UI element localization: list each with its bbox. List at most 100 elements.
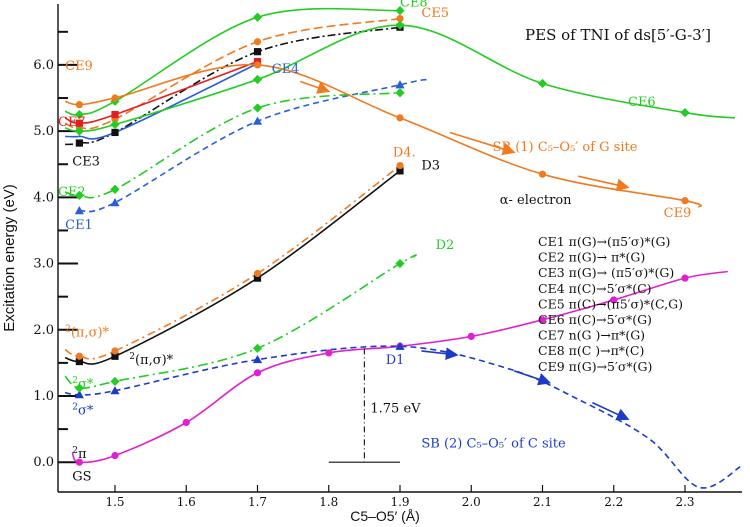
x-tick-label: 2.1 (533, 495, 552, 509)
arrows (299, 80, 630, 421)
x-tick-label: 1.5 (105, 495, 124, 509)
annotation-label: CE4 (272, 62, 300, 77)
dissociation-arrow (421, 347, 459, 361)
data-point-ce7 (111, 110, 119, 119)
data-point-ce1 (74, 205, 84, 215)
x-axis-label: C5–O5′ (Å) (350, 508, 420, 524)
data-point-ce2 (252, 103, 263, 113)
data-point-gs (75, 458, 83, 466)
annotation-label: CE1 (65, 218, 93, 233)
y-tick-label: 1.0 (33, 389, 54, 404)
state-label: 2σ* (72, 403, 94, 419)
legend-entry: CE4 π(C)→5′σ*(C) (538, 281, 652, 296)
annotation-label: CE9 (664, 206, 692, 221)
series-line-ce9 (64, 63, 702, 209)
legend-entry: CE6 π(C)→5′σ*(G) (538, 312, 652, 327)
data-point-ce6 (680, 107, 690, 118)
x-tick-label: 1.8 (319, 495, 338, 509)
barrier: 1.75 eV (328, 348, 421, 463)
series-line-ce7 (64, 60, 258, 125)
dissociation-arrow (299, 80, 331, 94)
state-label: 2σ* (72, 376, 94, 392)
data-point-gs (253, 369, 262, 377)
data-point-gs (182, 418, 190, 427)
data-point-ce9 (253, 61, 262, 69)
data-point-d1 (110, 386, 120, 395)
data-point-d1 (395, 341, 405, 350)
data-point-ce7 (75, 119, 83, 127)
legend-entry: CE3 π(G)→ (π5′σ)*(G) (538, 265, 674, 280)
barrier-label: 1.75 eV (370, 402, 421, 417)
legend-entry: CE5 π(C)→(π5′σ)*(C,G) (538, 296, 683, 311)
y-axis-label: Excitation energy (eV) (1, 184, 18, 332)
annotation-label: α- electron (500, 193, 572, 208)
x-tick-label: 2.3 (675, 495, 694, 509)
data-point-ce2 (110, 184, 120, 195)
data-point-ce6 (110, 119, 120, 130)
annotation-label: CE6 (628, 95, 656, 110)
data-point-ce2 (395, 88, 405, 98)
dissociation-arrow (449, 131, 516, 156)
data-point-ce9 (75, 101, 83, 109)
y-tick-label: 4.0 (33, 190, 54, 205)
data-point-gs (610, 296, 618, 304)
data-point-ce6 (74, 126, 84, 136)
annotation-label: CE7 (58, 115, 86, 130)
x-tick-label: 2.2 (604, 495, 623, 509)
data-point-ce8 (252, 12, 263, 22)
legend-entry: CE2 π(G)→ π*(G) (538, 250, 645, 265)
y-tick-label: 3.0 (33, 257, 54, 272)
data-point-ce9 (681, 197, 689, 205)
series-line-d1 (64, 345, 743, 489)
legend: CE1 π(G)→(π5′σ)*(G)CE2 π(G)→ π*(G)CE3 π(… (538, 234, 683, 374)
dissociation-arrow (513, 370, 552, 386)
y-tick-label: 0.0 (33, 455, 54, 470)
y-tick-label: 2.0 (33, 323, 54, 338)
data-point-ce3 (253, 48, 262, 56)
axes: 0.0 1.0 2.0 3.0 4.0 5.0 6.0 1.5 1.6 1.7 1.8 1.9 2.0 2… (33, 4, 742, 509)
data-point-d1 (252, 354, 263, 364)
series-line-ce6 (64, 24, 735, 132)
annotation-label: SB (1) C₅–O₅′ of G site (493, 140, 638, 155)
dissociation-arrow (577, 175, 630, 192)
markers (74, 6, 690, 466)
data-point-orange (111, 347, 119, 355)
data-point-ce1 (110, 198, 120, 207)
annotation-label: D2 (436, 238, 455, 253)
data-point-d2 (252, 343, 263, 353)
data-point-ce9 (111, 94, 119, 102)
y-tick-label: 5.0 (33, 124, 54, 139)
data-point-gs (681, 274, 689, 282)
data-point-gs (538, 316, 547, 324)
x-tick-label: 1.9 (390, 495, 409, 509)
data-point-black (253, 274, 262, 282)
data-point-gs (111, 451, 119, 460)
state-label: 2(π,σ)* (65, 324, 109, 340)
legend-entry: CE9 π(G)→5′σ*(G) (538, 359, 652, 374)
data-point-gs (325, 349, 333, 357)
x-tick-label: 1.6 (177, 495, 196, 509)
data-point-ce6 (252, 74, 263, 85)
x-tick-label: 2.0 (462, 495, 481, 509)
y-tick-label: 6.0 (33, 58, 54, 73)
data-point-black (111, 352, 119, 360)
data-point-black (396, 167, 404, 175)
annotation-label: CE8 (400, 0, 428, 11)
state-label: 2π (72, 446, 87, 462)
annotation-label: CE5 (421, 6, 449, 21)
annotation-label: CE9 (65, 59, 93, 74)
dissociation-arrow (592, 401, 630, 421)
annotation-label: CE3 (72, 155, 100, 170)
data-point-gs (467, 332, 475, 340)
data-point-ce9 (396, 114, 404, 122)
annotation-label: D3 (421, 159, 440, 174)
data-point-black (75, 357, 83, 366)
data-point-ce6 (395, 20, 405, 30)
data-point-d2 (74, 383, 84, 393)
data-point-d1 (74, 390, 84, 399)
data-point-orange (253, 269, 262, 278)
annotation-label: SB (2) C₅–O₅′ of C site (421, 437, 566, 452)
state-label: 2(π,σ)* (129, 352, 173, 368)
